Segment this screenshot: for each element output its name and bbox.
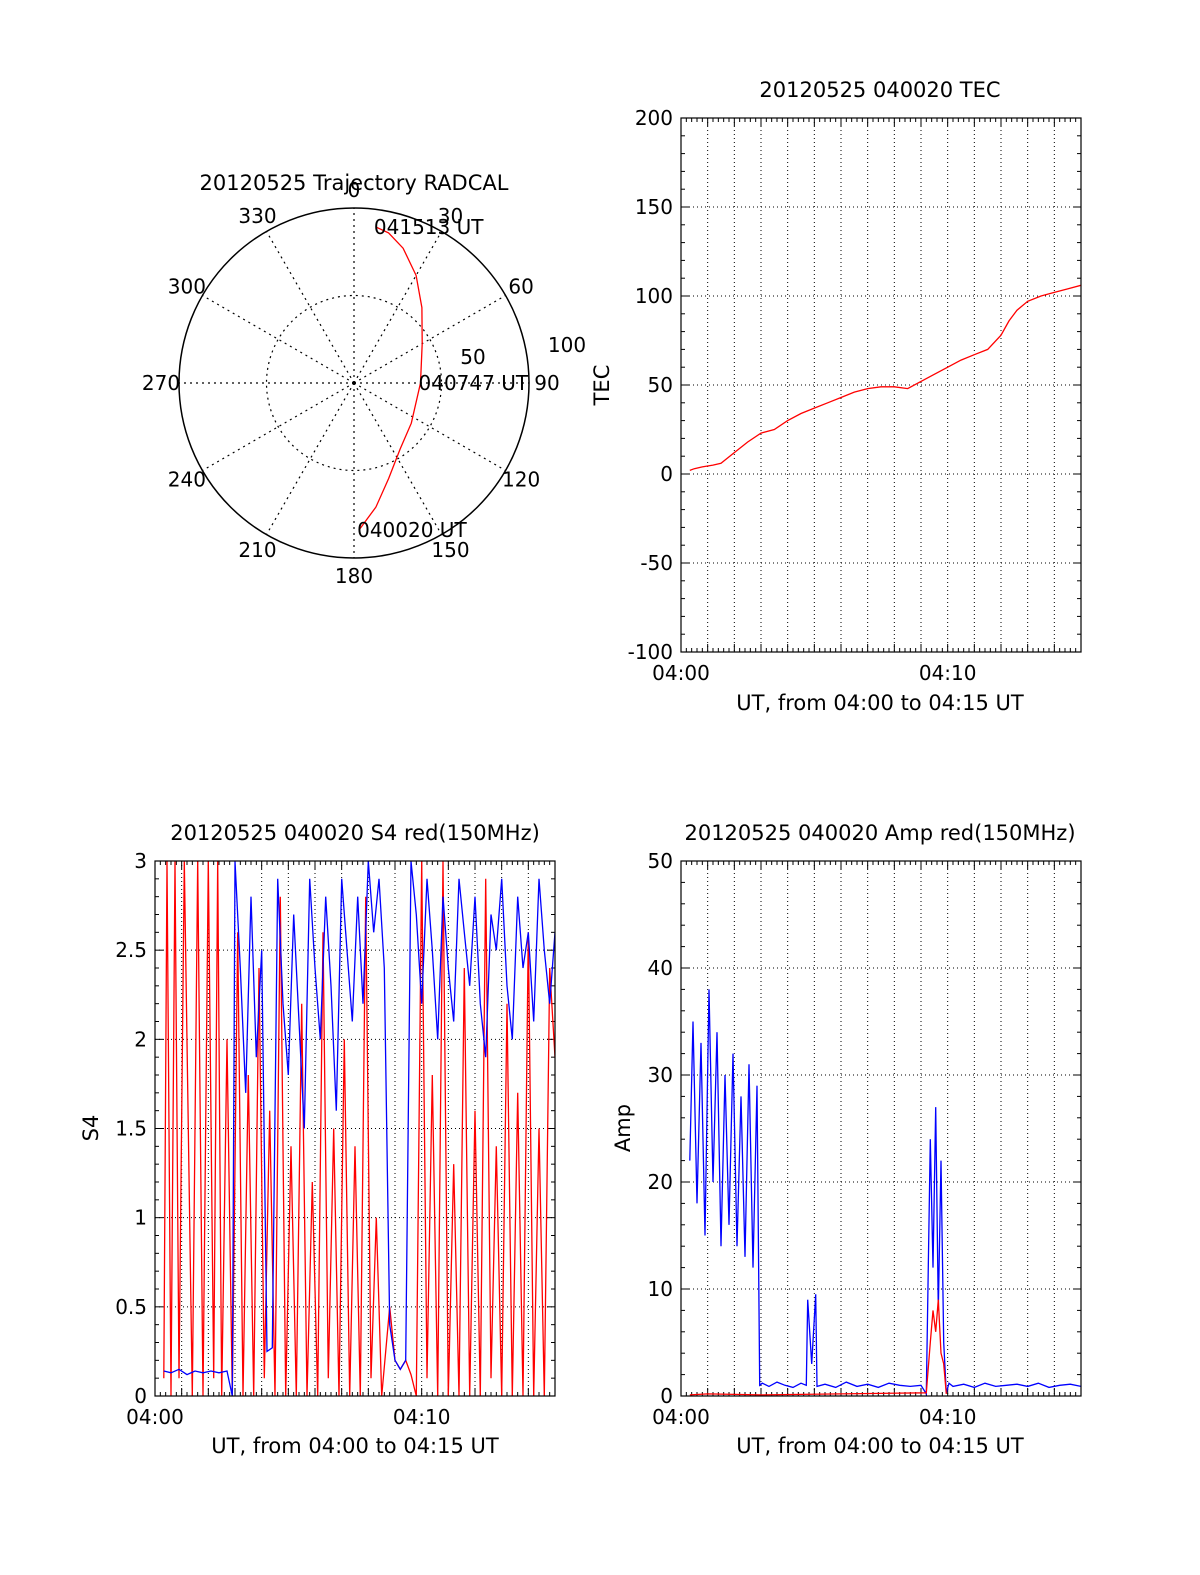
s4-y-tick-label: 1 [134,1206,147,1230]
tec-plot-frame [680,117,1082,653]
amp-series-blue-line [689,989,1081,1396]
polar-azimuth-label: 270 [142,371,180,395]
polar-azimuth-label: 0 [348,178,361,202]
s4-series-blue-line [163,861,555,1396]
polar-time-annotation: 041513 UT [374,215,484,239]
polar-track [358,226,423,531]
tec-y-axis-label: TEC [590,365,614,407]
amp-x-tick-label: 04:00 [652,1405,710,1429]
polar-labels: 0 30 60 90 120 150 180 210 240 270 300 330 50 100 [142,178,586,588]
tec-chart: 20120525 040020 TEC UT, from 04:00 to 04… [590,78,1082,715]
s4-y-tick-label: 2 [134,1027,147,1051]
polar-annotations: 040020 UT 040747 UT 041513 UT [357,215,529,542]
polar-radius-label: 100 [548,333,586,357]
tec-x-axis-label: UT, from 04:00 to 04:15 UT [736,691,1024,715]
polar-trajectory-line [358,226,423,531]
s4-y-tick-label: 1.5 [115,1117,147,1141]
amp-y-tick-label: 40 [648,956,673,980]
s4-x-tick-label: 04:10 [393,1405,451,1429]
amp-y-axis-label: Amp [611,1104,635,1152]
amp-y-tick-label: 50 [648,849,673,873]
s4-series-red-line [163,861,555,1396]
polar-azimuth-label: 120 [502,468,540,492]
polar-spoke [265,382,355,535]
amp-y-tick-label: 0 [660,1384,673,1408]
tec-grid [681,118,1081,652]
amp-y-tick-label: 10 [648,1277,673,1301]
tec-ticks [680,117,1082,653]
polar-azimuth-label: 60 [508,275,533,299]
tec-y-tick-label: 0 [660,462,673,486]
amp-x-tick-label: 04:10 [919,1405,977,1429]
tec-series-red-line [689,284,1081,472]
s4-chart-title: 20120525 040020 S4 red(150MHz) [170,821,540,845]
polar-spoke [202,382,355,472]
s4-y-tick-label: 3 [134,849,147,873]
polar-azimuth-label: 150 [431,538,469,562]
polar-spoke [353,294,506,384]
amp-chart: 20120525 040020 Amp red(150MHz) UT, from… [611,821,1082,1458]
tec-x-tick-label: 04:00 [652,661,710,685]
amp-x-axis-label: UT, from 04:00 to 04:15 UT [736,1434,1024,1458]
polar-azimuth-label: 30 [438,204,463,228]
s4-chart: 20120525 040020 S4 red(150MHz) UT, from … [79,821,556,1458]
tec-y-tick-label: 150 [635,195,673,219]
tec-chart-title: 20120525 040020 TEC [759,78,1000,102]
polar-azimuth-label: 210 [238,538,276,562]
tec-y-tick-label: 200 [635,106,673,130]
amp-grid [681,861,1081,1396]
s4-y-tick-label: 0.5 [115,1295,147,1319]
polar-azimuth-label: 180 [335,564,373,588]
s4-x-axis-label: UT, from 04:00 to 04:15 UT [211,1434,499,1458]
amp-chart-title: 20120525 040020 Amp red(150MHz) [684,821,1075,845]
s4-plot-frame [154,860,556,1397]
amp-plot-frame [680,860,1082,1397]
polar-grid [178,207,530,559]
tec-y-tick-label: -50 [640,551,673,575]
polar-spoke [353,382,443,535]
polar-time-annotation: 040020 UT [357,518,467,542]
tec-y-tick-label: -100 [628,640,673,664]
polar-time-annotation: 040747 UT [419,371,529,395]
polar-radius-label: 50 [460,345,485,369]
tec-y-tick-label: 50 [648,373,673,397]
tec-y-tick-label: 100 [635,284,673,308]
polar-azimuth-label: 330 [238,204,276,228]
amp-series-red-line [689,1299,947,1396]
polar-spoke [265,231,355,384]
trajectory-chart-title: 20120525 Trajectory RADCAL [200,171,509,195]
s4-y-axis-label: S4 [79,1115,103,1142]
s4-x-tick-label: 04:00 [126,1405,184,1429]
s4-y-tick-label: 2.5 [115,938,147,962]
tec-x-tick-label: 04:10 [919,661,977,685]
polar-azimuth-label: 90 [534,371,559,395]
amp-y-tick-label: 30 [648,1063,673,1087]
trajectory-polar-chart: 20120525 Trajectory RADCAL 0 30 60 90 120 150… [142,171,586,588]
s4-y-tick-label: 0 [134,1384,147,1408]
polar-inner-circle [265,294,443,472]
amp-y-tick-label: 20 [648,1170,673,1194]
polar-spoke [353,231,443,384]
polar-azimuth-label: 300 [168,275,206,299]
polar-spoke [202,294,355,384]
polar-spoke [353,382,506,472]
polar-azimuth-label: 240 [168,468,206,492]
